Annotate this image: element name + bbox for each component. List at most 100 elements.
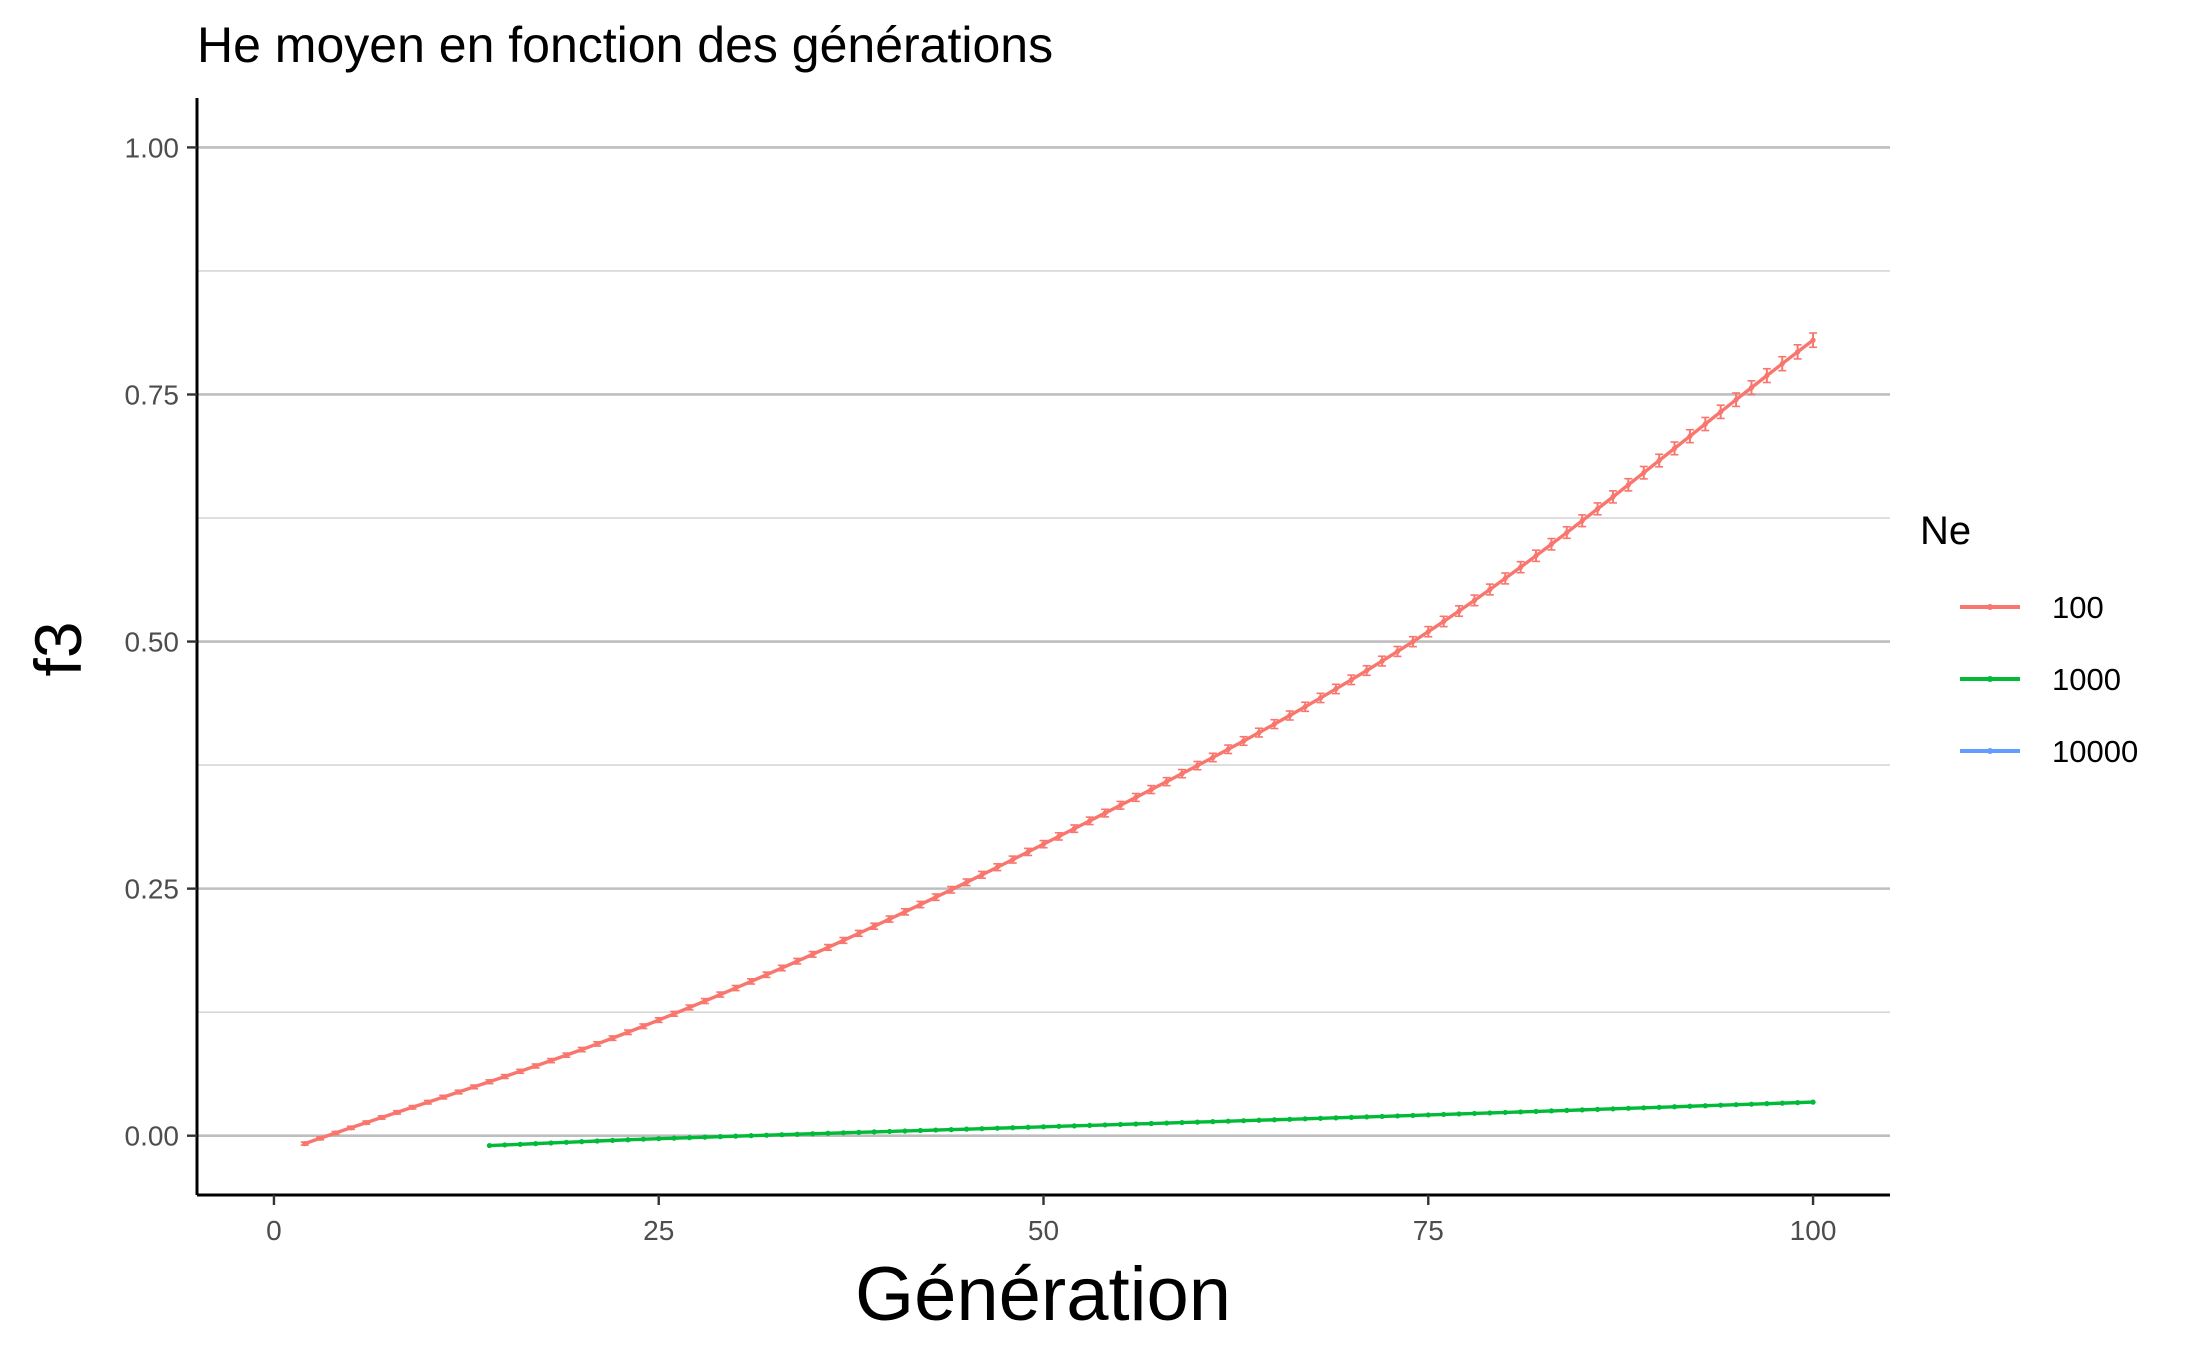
series-layer — [300, 332, 1818, 1149]
point-1000-72 — [1379, 1113, 1385, 1120]
point-1000-26 — [671, 1135, 677, 1141]
point-1000-83 — [1548, 1108, 1554, 1114]
point-1000-91 — [1671, 1104, 1678, 1110]
point-1000-36 — [825, 1130, 831, 1136]
point-1000-97 — [1764, 1101, 1770, 1107]
point-1000-62 — [1225, 1118, 1231, 1124]
point-1000-59 — [1179, 1119, 1185, 1126]
point-1000-27 — [686, 1135, 693, 1141]
y-tick-label-2: 0.50 — [125, 627, 180, 658]
point-1000-65 — [1271, 1117, 1277, 1123]
point-1000-43 — [933, 1127, 939, 1133]
point-1000-20 — [579, 1139, 585, 1145]
point-1000-45 — [963, 1126, 970, 1132]
point-1000-42 — [917, 1127, 923, 1134]
legend-label-100: 100 — [2052, 590, 2104, 625]
point-1000-69 — [1333, 1115, 1339, 1121]
point-1000-23 — [625, 1137, 631, 1143]
point-1000-25 — [656, 1136, 662, 1142]
point-1000-30 — [733, 1133, 739, 1139]
point-1000-70 — [1348, 1114, 1354, 1120]
point-1000-67 — [1302, 1116, 1308, 1122]
point-1000-96 — [1748, 1101, 1755, 1107]
point-1000-28 — [702, 1134, 708, 1140]
point-1000-73 — [1394, 1113, 1401, 1119]
point-1000-17 — [533, 1141, 539, 1147]
point-1000-100 — [1810, 1099, 1816, 1105]
point-1000-41 — [902, 1128, 908, 1134]
legend-entry-1000: 1000 — [1960, 662, 2121, 697]
point-1000-39 — [871, 1129, 877, 1135]
point-1000-37 — [840, 1130, 847, 1136]
point-1000-56 — [1133, 1121, 1139, 1127]
point-1000-15 — [502, 1142, 508, 1148]
point-1000-86 — [1594, 1106, 1601, 1112]
point-1000-44 — [948, 1127, 954, 1133]
y-axis-title: f3 — [21, 621, 95, 676]
point-1000-40 — [886, 1128, 893, 1135]
point-1000-18 — [548, 1140, 554, 1146]
point-1000-82 — [1533, 1108, 1539, 1115]
legend-swatch-point-1000 — [1987, 676, 1993, 682]
series-1000 — [486, 1099, 1816, 1149]
point-1000-24 — [640, 1136, 646, 1142]
point-1000-33 — [779, 1132, 785, 1138]
point-1000-79 — [1487, 1110, 1493, 1116]
point-1000-16 — [517, 1141, 523, 1147]
point-1000-89 — [1641, 1105, 1647, 1111]
point-1000-46 — [979, 1126, 985, 1132]
axes: 0.00 0.25 0.50 0.75 1.00 0 25 50 75 100 — [125, 98, 1890, 1246]
y-tick-label-1: 0.25 — [125, 874, 180, 905]
point-1000-29 — [717, 1134, 723, 1140]
point-1000-47 — [994, 1125, 1000, 1131]
x-tick-label-4: 100 — [1790, 1215, 1837, 1246]
x-tick-label-3: 75 — [1413, 1215, 1444, 1246]
point-1000-99 — [1795, 1100, 1801, 1106]
point-1000-58 — [1164, 1120, 1170, 1126]
point-1000-87 — [1610, 1106, 1616, 1112]
point-1000-19 — [563, 1139, 569, 1145]
series-100 — [300, 332, 1818, 1147]
point-1000-68 — [1317, 1115, 1324, 1121]
y-tick-label-0: 0.00 — [125, 1121, 180, 1152]
y-tick-label-3: 0.75 — [125, 379, 180, 410]
point-1000-63 — [1240, 1118, 1247, 1124]
point-1000-48 — [1010, 1125, 1016, 1131]
point-1000-88 — [1625, 1105, 1631, 1111]
legend-label-10000: 10000 — [2052, 734, 2138, 769]
point-1000-71 — [1364, 1114, 1370, 1120]
point-1000-76 — [1441, 1111, 1447, 1118]
point-1000-94 — [1718, 1102, 1724, 1108]
legend-title: Ne — [1920, 509, 1971, 553]
y-tick-label-4: 1.00 — [125, 132, 180, 163]
legend-entry-100: 100 — [1960, 590, 2104, 625]
point-1000-49 — [1025, 1124, 1031, 1130]
x-tick-label-2: 50 — [1028, 1215, 1059, 1246]
grid-lines — [197, 146, 1890, 1138]
point-1000-78 — [1471, 1110, 1478, 1117]
x-axis-title: Génération — [855, 1252, 1231, 1337]
point-1000-32 — [763, 1132, 770, 1138]
point-1000-75 — [1425, 1112, 1431, 1118]
point-1000-14 — [486, 1142, 493, 1149]
point-1000-95 — [1733, 1102, 1739, 1108]
point-1000-80 — [1502, 1109, 1508, 1116]
legend: Ne 100 1000 10000 — [1920, 509, 2138, 769]
point-1000-55 — [1117, 1121, 1124, 1128]
x-tick-label-0: 0 — [266, 1215, 282, 1246]
point-1000-81 — [1518, 1109, 1524, 1115]
point-1000-93 — [1702, 1103, 1708, 1109]
point-1000-21 — [594, 1138, 600, 1144]
point-1000-77 — [1456, 1111, 1462, 1117]
point-1000-61 — [1210, 1119, 1216, 1125]
legend-label-1000: 1000 — [2052, 662, 2121, 697]
point-1000-52 — [1071, 1123, 1077, 1129]
point-1000-66 — [1287, 1116, 1293, 1122]
point-1000-35 — [810, 1131, 816, 1137]
point-1000-54 — [1102, 1122, 1108, 1128]
point-1000-57 — [1148, 1120, 1154, 1127]
point-1000-74 — [1410, 1112, 1416, 1119]
